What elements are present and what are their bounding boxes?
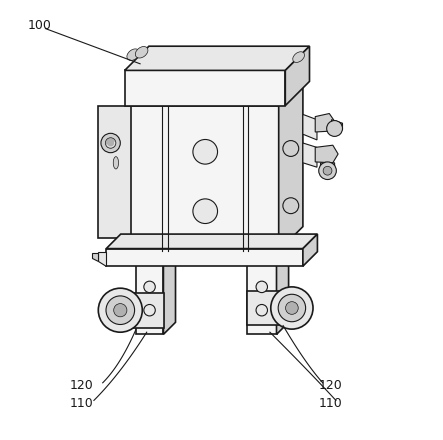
Polygon shape [247,291,292,325]
Ellipse shape [113,157,119,169]
Circle shape [256,304,268,316]
Polygon shape [106,234,318,249]
Text: 100: 100 [28,18,52,32]
Polygon shape [285,46,310,106]
Polygon shape [303,114,317,140]
Text: 120: 120 [70,379,93,392]
Circle shape [114,304,127,317]
Polygon shape [247,265,276,334]
Circle shape [323,166,332,175]
Polygon shape [320,163,334,172]
Polygon shape [315,114,336,132]
Circle shape [144,281,155,293]
Polygon shape [303,143,317,167]
Circle shape [106,296,135,325]
Polygon shape [331,120,342,130]
Polygon shape [92,253,98,261]
Polygon shape [303,234,318,266]
Circle shape [193,199,218,224]
Circle shape [278,294,306,322]
Polygon shape [106,249,303,266]
Polygon shape [315,145,338,163]
Text: 110: 110 [70,397,93,410]
Polygon shape [124,70,285,106]
Polygon shape [136,265,163,334]
Circle shape [101,133,120,153]
Polygon shape [120,293,164,328]
Circle shape [144,304,155,316]
Polygon shape [124,46,310,70]
Polygon shape [98,106,133,238]
Polygon shape [279,81,303,251]
Polygon shape [131,106,279,251]
Circle shape [193,139,218,164]
Circle shape [326,121,342,136]
Ellipse shape [136,47,148,58]
Circle shape [271,287,313,329]
Circle shape [319,162,336,180]
Text: 120: 120 [319,379,342,392]
Circle shape [286,302,298,314]
Ellipse shape [127,49,140,60]
Circle shape [283,141,299,157]
Text: 110: 110 [319,397,342,410]
Polygon shape [163,253,175,334]
Circle shape [256,281,268,293]
Circle shape [98,288,142,332]
Circle shape [283,198,299,214]
Polygon shape [98,252,106,266]
Polygon shape [276,253,288,334]
Ellipse shape [293,52,304,62]
Circle shape [105,138,116,148]
